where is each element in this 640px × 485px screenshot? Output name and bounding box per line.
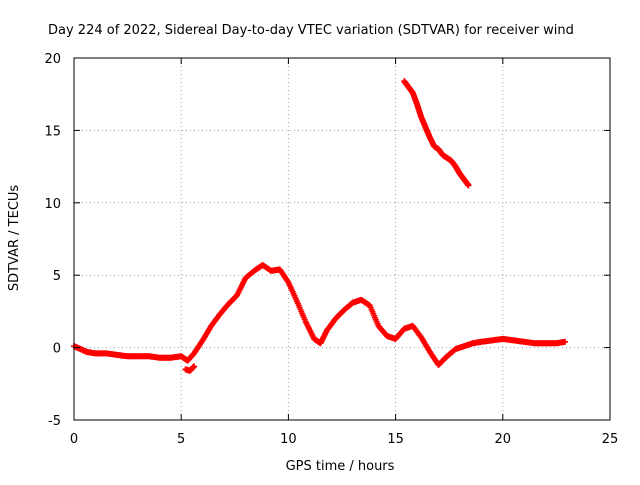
x-axis-title: GPS time / hours (286, 459, 395, 474)
x-tick-label: 20 (495, 432, 512, 447)
data-point (191, 363, 198, 370)
x-tick-label: 10 (280, 432, 297, 447)
series-3 (401, 78, 472, 189)
chart-title: Day 224 of 2022, Sidereal Day-to-day VTE… (48, 23, 574, 38)
y-tick-label: 10 (44, 197, 61, 212)
series-2 (182, 363, 198, 374)
axis-ticks: 0 5 10 15 20 25 -5 0 5 10 15 20 (44, 52, 618, 447)
y-axis-title: SDTVAR / TECUs (7, 185, 22, 292)
x-tick-label: 0 (70, 432, 78, 447)
y-tick-label: 0 (53, 342, 61, 357)
x-tick-label: 25 (602, 432, 619, 447)
data-marks (71, 78, 568, 374)
y-tick-label: 5 (53, 269, 61, 284)
y-tick-label: -5 (48, 414, 61, 429)
y-tick-label: 20 (44, 52, 61, 67)
plot-frame (73, 57, 611, 421)
grid (74, 58, 610, 420)
data-point (465, 182, 472, 189)
series-1 (71, 262, 568, 368)
x-tick-label: 15 (387, 432, 404, 447)
x-tick-label: 5 (177, 432, 185, 447)
y-tick-label: 15 (44, 124, 61, 139)
data-point (561, 338, 568, 345)
